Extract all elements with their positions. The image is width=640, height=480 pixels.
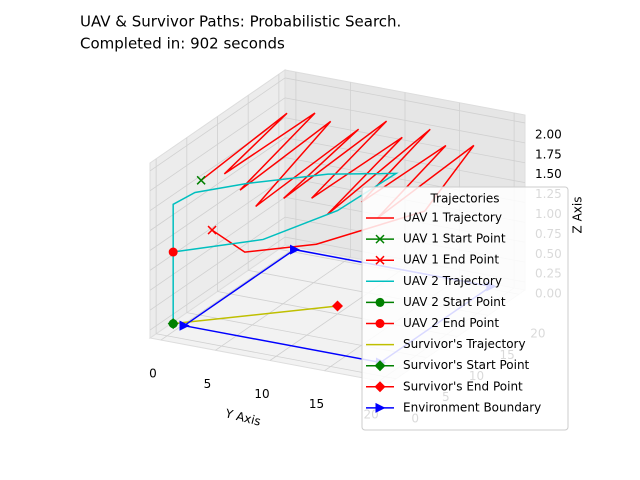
y-axis-label: Y Axis xyxy=(223,406,262,429)
y-tick-label: 15 xyxy=(309,397,324,411)
grid-line xyxy=(215,256,351,351)
legend-label: UAV 1 Start Point xyxy=(403,232,506,246)
trajectory-line xyxy=(200,112,475,253)
y-tick-label: 5 xyxy=(204,377,212,391)
legend-title: Trajectories xyxy=(429,192,499,206)
legend-label: UAV 2 Trajectory xyxy=(403,274,502,288)
legend-label: UAV 1 Trajectory xyxy=(403,211,502,225)
z-tick-label: 2.00 xyxy=(535,127,562,141)
x-marker xyxy=(207,225,217,235)
z-axis-label: Z Axis xyxy=(571,197,585,234)
point-marker xyxy=(375,297,385,307)
grid-line xyxy=(284,77,526,124)
y-tick-label: 10 xyxy=(254,387,269,401)
grid-line xyxy=(284,97,526,144)
legend-label: Survivor's End Point xyxy=(403,379,523,393)
y-tick-label: 0 xyxy=(149,367,157,381)
x-marker xyxy=(375,234,385,244)
legend-label: UAV 1 End Point xyxy=(403,253,499,267)
trajectory-line xyxy=(173,305,338,325)
grid-line xyxy=(149,97,286,192)
legend-label: Survivor's Start Point xyxy=(403,358,530,372)
diamond-marker xyxy=(167,318,179,330)
chart-title: UAV & Survivor Paths: Probabilistic Sear… xyxy=(80,13,401,31)
x-marker xyxy=(375,255,385,265)
trajectory-line xyxy=(172,172,399,324)
diamond-marker xyxy=(374,381,386,393)
point-marker xyxy=(375,319,385,328)
triangle-marker xyxy=(179,320,190,331)
legend-label: UAV 2 End Point xyxy=(403,316,499,330)
legend-box xyxy=(361,186,569,431)
legend-label: Environment Boundary xyxy=(403,400,541,414)
grid-line xyxy=(284,137,526,184)
point-marker xyxy=(168,247,178,257)
legend-label: Survivor's Trajectory xyxy=(403,337,526,351)
z-tick-label: 1.75 xyxy=(535,147,562,161)
diamond-marker xyxy=(374,360,386,372)
chart-subtitle: Completed in: 902 seconds xyxy=(80,35,285,53)
x-marker xyxy=(196,175,206,185)
legend-label: UAV 2 Start Point xyxy=(403,295,506,309)
grid-line xyxy=(149,77,286,172)
z-tick-label: 1.50 xyxy=(535,167,562,181)
triangle-marker xyxy=(290,244,301,255)
diamond-marker xyxy=(332,300,343,312)
triangle-marker xyxy=(375,402,386,413)
